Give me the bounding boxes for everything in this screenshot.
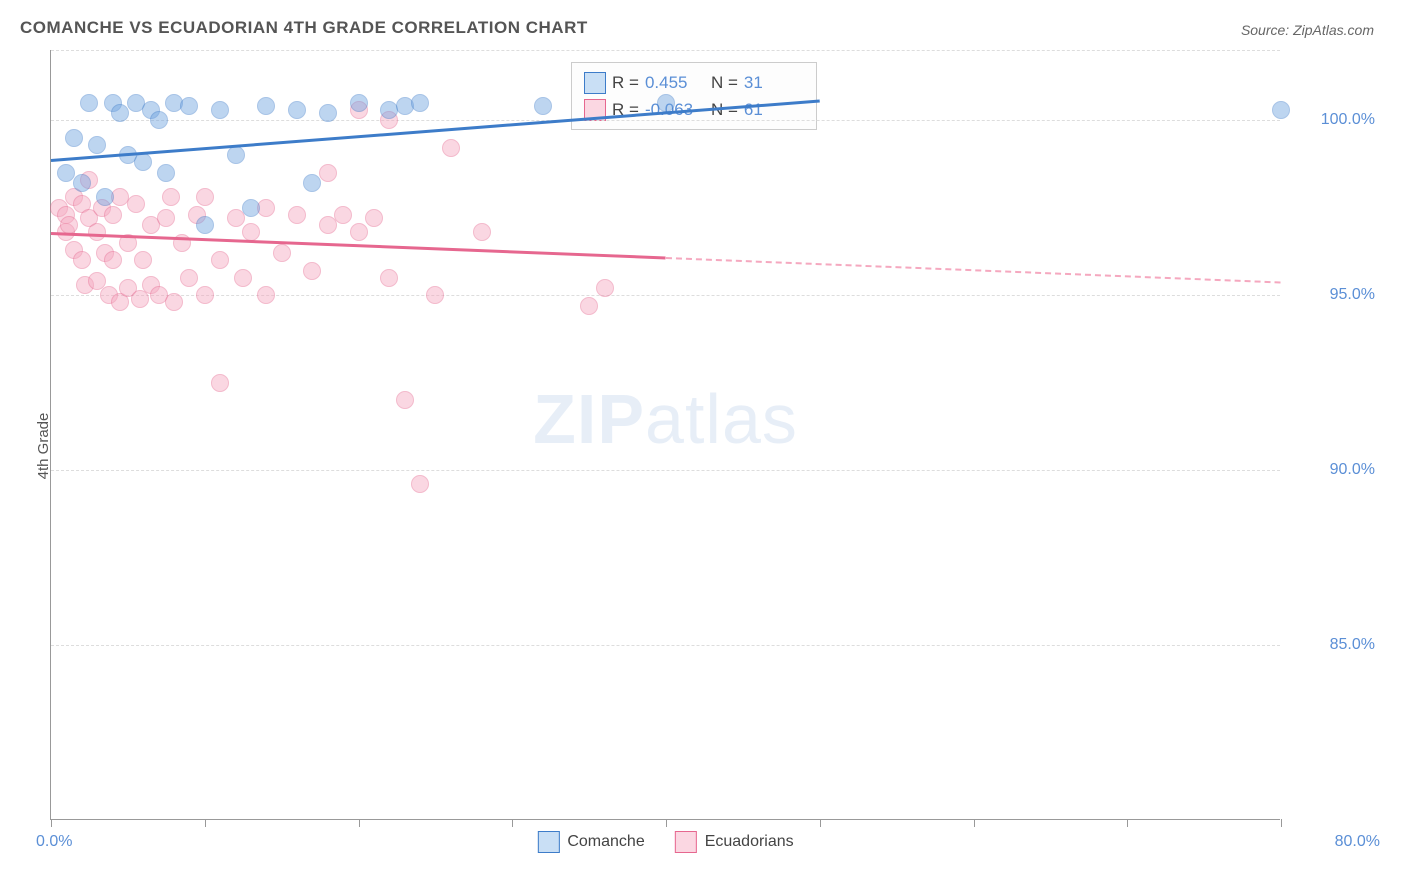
- gridline: [51, 120, 1280, 121]
- data-point: [65, 129, 83, 147]
- data-point: [165, 293, 183, 311]
- data-point: [196, 286, 214, 304]
- data-point: [288, 206, 306, 224]
- x-tick: [974, 819, 975, 827]
- x-tick: [359, 819, 360, 827]
- swatch-comanche-icon: [537, 831, 559, 853]
- data-point: [157, 164, 175, 182]
- data-point: [288, 101, 306, 119]
- watermark-bold: ZIP: [533, 380, 645, 458]
- plot-area: ZIPatlas R = 0.455 N = 31 R = -0.063 N =…: [50, 50, 1280, 820]
- x-tick: [820, 819, 821, 827]
- data-point: [80, 94, 98, 112]
- data-point: [88, 136, 106, 154]
- data-point: [134, 251, 152, 269]
- legend-r-comanche: 0.455: [645, 69, 705, 96]
- gridline: [51, 470, 1280, 471]
- data-point: [350, 223, 368, 241]
- data-point: [60, 216, 78, 234]
- data-point: [242, 199, 260, 217]
- data-point: [396, 391, 414, 409]
- watermark-light: atlas: [645, 380, 798, 458]
- data-point: [365, 209, 383, 227]
- data-point: [196, 188, 214, 206]
- data-point: [657, 94, 675, 112]
- data-point: [303, 262, 321, 280]
- data-point: [96, 188, 114, 206]
- data-point: [234, 269, 252, 287]
- data-point: [104, 206, 122, 224]
- x-tick: [51, 819, 52, 827]
- swatch-comanche-icon: [584, 72, 606, 94]
- data-point: [150, 111, 168, 129]
- watermark: ZIPatlas: [533, 379, 798, 459]
- data-point: [411, 94, 429, 112]
- data-point: [227, 209, 245, 227]
- data-point: [162, 188, 180, 206]
- y-tick-label: 95.0%: [1295, 286, 1375, 304]
- data-point: [257, 199, 275, 217]
- data-point: [350, 94, 368, 112]
- data-point: [257, 97, 275, 115]
- data-point: [73, 251, 91, 269]
- data-point: [127, 195, 145, 213]
- data-point: [211, 101, 229, 119]
- x-tick-last: 80.0%: [1300, 833, 1380, 851]
- legend-item-comanche: Comanche: [537, 831, 644, 853]
- data-point: [211, 251, 229, 269]
- data-point: [1272, 101, 1290, 119]
- source-label: Source: ZipAtlas.com: [1241, 22, 1374, 38]
- legend-n-comanche: 31: [744, 69, 804, 96]
- data-point: [596, 279, 614, 297]
- data-point: [157, 209, 175, 227]
- data-point: [319, 104, 337, 122]
- data-point: [473, 223, 491, 241]
- legend-n-label: N =: [711, 69, 738, 96]
- x-tick: [666, 819, 667, 827]
- x-tick: [512, 819, 513, 827]
- data-point: [334, 206, 352, 224]
- data-point: [257, 286, 275, 304]
- trend-line-dashed: [666, 257, 1281, 283]
- data-point: [319, 216, 337, 234]
- legend-label-comanche: Comanche: [567, 833, 644, 851]
- x-tick: [205, 819, 206, 827]
- data-point: [180, 97, 198, 115]
- x-tick: [1281, 819, 1282, 827]
- data-point: [111, 104, 129, 122]
- swatch-ecuadorians-icon: [675, 831, 697, 853]
- data-point: [134, 153, 152, 171]
- gridline: [51, 645, 1280, 646]
- legend-row-comanche: R = 0.455 N = 31: [584, 69, 804, 96]
- data-point: [196, 216, 214, 234]
- data-point: [380, 269, 398, 287]
- data-point: [180, 269, 198, 287]
- series-legend: Comanche Ecuadorians: [537, 831, 793, 853]
- x-tick: [1127, 819, 1128, 827]
- data-point: [242, 223, 260, 241]
- data-point: [88, 223, 106, 241]
- data-point: [211, 374, 229, 392]
- gridline: [51, 50, 1280, 51]
- gridline: [51, 295, 1280, 296]
- data-point: [303, 174, 321, 192]
- data-point: [227, 146, 245, 164]
- data-point: [534, 97, 552, 115]
- chart-title: COMANCHE VS ECUADORIAN 4TH GRADE CORRELA…: [20, 18, 588, 38]
- data-point: [426, 286, 444, 304]
- data-point: [73, 174, 91, 192]
- legend-label-ecuadorians: Ecuadorians: [705, 833, 794, 851]
- data-point: [580, 297, 598, 315]
- data-point: [319, 164, 337, 182]
- data-point: [411, 475, 429, 493]
- data-point: [273, 244, 291, 262]
- x-tick-first: 0.0%: [36, 833, 72, 851]
- y-tick-label: 90.0%: [1295, 461, 1375, 479]
- legend-r-label: R =: [612, 69, 639, 96]
- data-point: [104, 251, 122, 269]
- y-tick-label: 85.0%: [1295, 636, 1375, 654]
- y-tick-label: 100.0%: [1295, 111, 1375, 129]
- data-point: [442, 139, 460, 157]
- legend-item-ecuadorians: Ecuadorians: [675, 831, 794, 853]
